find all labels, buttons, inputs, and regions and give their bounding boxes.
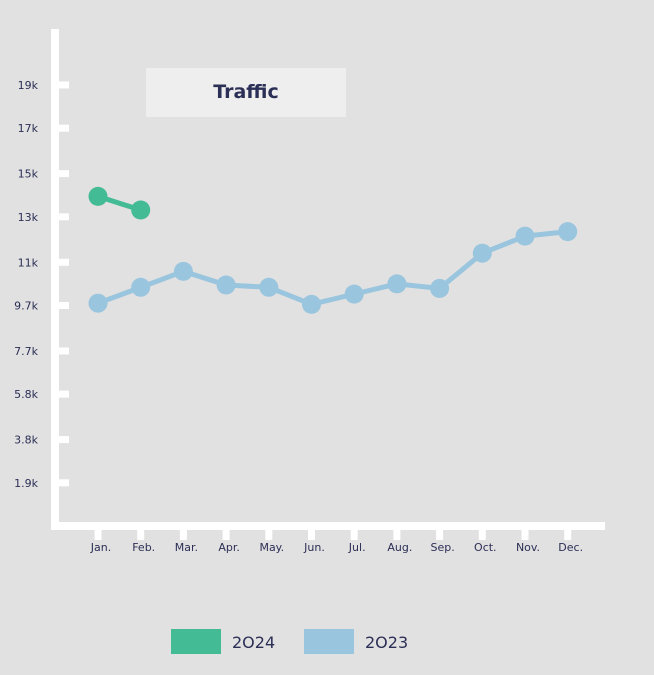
y-tick-label: 7.7k — [14, 345, 38, 358]
y-tick-label: 13k — [18, 211, 39, 224]
data-point[interactable] — [387, 274, 407, 294]
x-tick-label: Jul. — [348, 541, 366, 554]
legend-swatch[interactable] — [304, 629, 354, 654]
data-point[interactable] — [216, 275, 236, 295]
legend-swatch[interactable] — [171, 629, 221, 654]
chart-title: Traffic — [213, 81, 279, 103]
x-tick-label: Dec. — [558, 541, 583, 554]
chart-legend: 2O24 2O23 — [171, 629, 408, 654]
series-0 — [88, 186, 151, 220]
y-tick-label: 15k — [18, 168, 39, 181]
x-tick-label: Feb. — [132, 541, 155, 554]
y-tick-label: 17k — [18, 122, 39, 135]
y-tick-label: 5.8k — [14, 388, 38, 401]
data-point[interactable] — [430, 278, 450, 298]
chart-series — [88, 186, 578, 314]
y-tick-label: 11k — [18, 256, 39, 269]
x-tick-label: Jun. — [303, 541, 325, 554]
y-tick-label: 19k — [18, 79, 39, 92]
x-tick-label: Oct. — [474, 541, 497, 554]
y-tick-label: 1.9k — [14, 477, 38, 490]
data-point[interactable] — [344, 284, 364, 304]
y-tick-label: 9.7k — [14, 299, 38, 312]
legend-label[interactable]: 2O23 — [365, 633, 408, 652]
x-tick-label: Apr. — [218, 541, 240, 554]
chart-ticks: 1.9k 3.8k 5.8k 7.7k 9.7k 11k 13k 15k 17k 19k Jan. F… — [14, 79, 583, 554]
data-point[interactable] — [259, 277, 279, 297]
x-tick-label: Jan. — [90, 541, 111, 554]
y-tick-label: 3.8k — [14, 434, 38, 447]
data-point[interactable] — [472, 243, 492, 263]
data-point[interactable] — [131, 277, 151, 297]
x-tick-label: Mar. — [175, 541, 198, 554]
x-tick-label: May. — [259, 541, 284, 554]
data-point[interactable] — [515, 226, 535, 246]
x-tick-label: Nov. — [516, 541, 540, 554]
chart-title-box: Traffic — [146, 68, 346, 117]
data-point[interactable] — [131, 200, 151, 220]
legend-label[interactable]: 2O24 — [232, 633, 275, 652]
data-point[interactable] — [88, 293, 108, 313]
series-line — [97, 229, 568, 307]
series-1 — [88, 222, 578, 314]
data-point[interactable] — [88, 186, 108, 206]
x-tick-label: Sep. — [430, 541, 454, 554]
data-point[interactable] — [558, 222, 578, 242]
x-tick-label: Aug. — [387, 541, 412, 554]
data-point[interactable] — [173, 261, 193, 281]
title-background — [146, 68, 346, 117]
data-point[interactable] — [302, 294, 321, 314]
